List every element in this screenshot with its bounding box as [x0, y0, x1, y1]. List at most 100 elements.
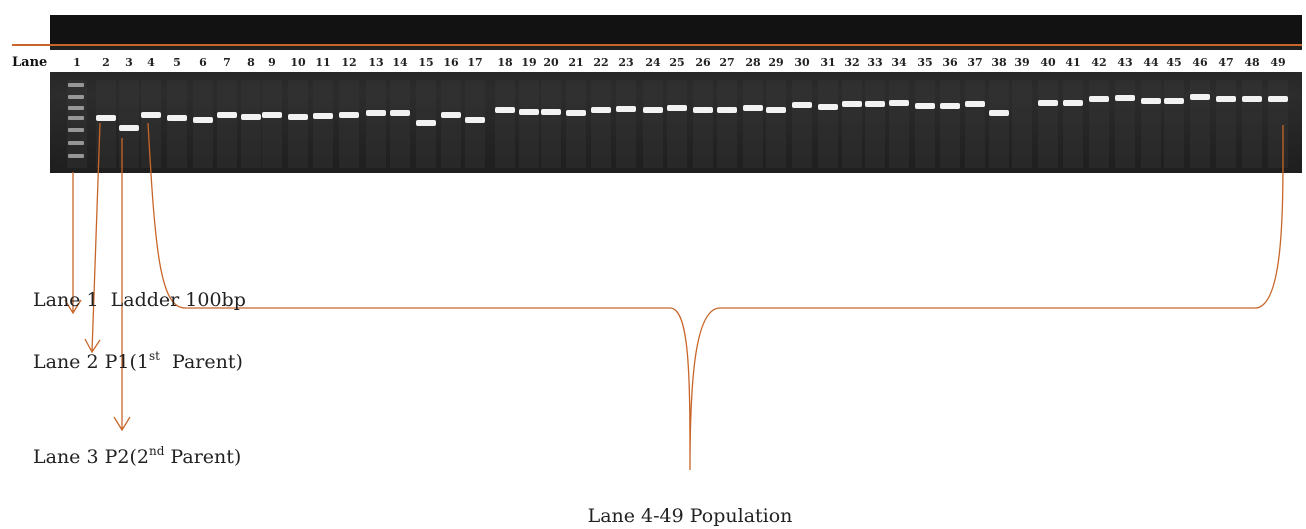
lane-number: 37	[967, 56, 982, 69]
band	[1190, 94, 1210, 100]
lane-number: 33	[867, 56, 882, 69]
lane-number: 31	[820, 56, 835, 69]
lane-smear	[541, 80, 561, 168]
ladder-band	[68, 95, 84, 99]
band	[541, 109, 561, 115]
band	[339, 112, 359, 118]
lane-number: 13	[368, 56, 383, 69]
lane-smear	[241, 80, 261, 168]
lane-smear	[792, 80, 812, 168]
band	[96, 115, 116, 121]
lane-smear	[667, 80, 687, 168]
legend-lane-2: Lane 2 P1(1st Parent)	[33, 349, 243, 373]
band	[865, 101, 885, 107]
ladder-band	[68, 141, 84, 145]
lane-smear	[217, 80, 237, 168]
ladder-band	[68, 154, 84, 158]
lane-smear	[818, 80, 838, 168]
lane-number: 10	[290, 56, 306, 69]
lane-smear	[465, 80, 485, 168]
band	[390, 110, 410, 116]
band	[1268, 96, 1288, 102]
lane-number: 6	[199, 56, 207, 69]
lane-smear	[889, 80, 909, 168]
lane-number: 25	[669, 56, 684, 69]
lane-smear	[141, 80, 161, 168]
lane-number: 19	[521, 56, 536, 69]
lane-number: 34	[891, 56, 907, 69]
band	[313, 113, 333, 119]
band	[591, 107, 611, 113]
lane-smear	[193, 80, 213, 168]
band	[989, 110, 1009, 116]
ladder-band	[68, 116, 84, 120]
lane-number: 32	[844, 56, 859, 69]
figure: Lane 12345678910111213141516171819202122…	[0, 0, 1306, 529]
lane-number: 3	[125, 56, 133, 69]
lane-number: 28	[745, 56, 761, 69]
lane-number: 45	[1166, 56, 1181, 69]
band	[743, 105, 763, 111]
lane-number: 15	[418, 56, 433, 69]
lane-smear	[313, 80, 333, 168]
lane-smear	[717, 80, 737, 168]
band	[141, 112, 161, 118]
band	[1089, 96, 1109, 102]
lane-number: 18	[497, 56, 513, 69]
band	[1164, 98, 1184, 104]
lane-smear	[1190, 80, 1210, 168]
lane-number: 40	[1040, 56, 1056, 69]
lane-smear	[339, 80, 359, 168]
lane-smear	[1089, 80, 1109, 168]
lane-smear	[288, 80, 308, 168]
lane-smear	[1164, 80, 1184, 168]
lane-number: 17	[467, 56, 482, 69]
lane-smear	[865, 80, 885, 168]
band	[119, 125, 139, 131]
band	[193, 117, 213, 123]
lane-smear	[1038, 80, 1058, 168]
band	[519, 109, 539, 115]
lane-smear	[566, 80, 586, 168]
lane-number: 29	[768, 56, 783, 69]
lane-number: 9	[268, 56, 276, 69]
band	[915, 103, 935, 109]
lane-number: 30	[794, 56, 810, 69]
lane-smear	[441, 80, 461, 168]
lane-number: 14	[392, 56, 408, 69]
lane-number: 23	[618, 56, 633, 69]
lane-smear	[1141, 80, 1161, 168]
lane-number: 12	[341, 56, 356, 69]
lane-smear	[366, 80, 386, 168]
lane-smear	[965, 80, 985, 168]
band	[643, 107, 663, 113]
lane-smear	[915, 80, 935, 168]
lane-smear	[262, 80, 282, 168]
lane-smear	[1012, 80, 1032, 168]
lane-number: 44	[1143, 56, 1159, 69]
lane-number: 8	[247, 56, 255, 69]
band	[889, 100, 909, 106]
lane-number: 24	[645, 56, 661, 69]
lane-smear	[643, 80, 663, 168]
band	[940, 103, 960, 109]
lane-number: 22	[593, 56, 608, 69]
lane-smear	[1216, 80, 1236, 168]
lane-number: 5	[173, 56, 181, 69]
lane-smear	[766, 80, 786, 168]
legend-lane-3: Lane 3 P2(2nd Parent)	[33, 444, 241, 468]
band	[566, 110, 586, 116]
lane-smear	[693, 80, 713, 168]
band	[1141, 98, 1161, 104]
lane-number: 46	[1192, 56, 1208, 69]
band	[818, 104, 838, 110]
ladder-band	[68, 83, 84, 87]
lane-smear	[591, 80, 611, 168]
lane-smear	[616, 80, 636, 168]
band	[1115, 95, 1135, 101]
band	[766, 107, 786, 113]
band	[842, 101, 862, 107]
lane-number: 48	[1244, 56, 1260, 69]
band	[441, 112, 461, 118]
population-brace	[148, 123, 1283, 470]
